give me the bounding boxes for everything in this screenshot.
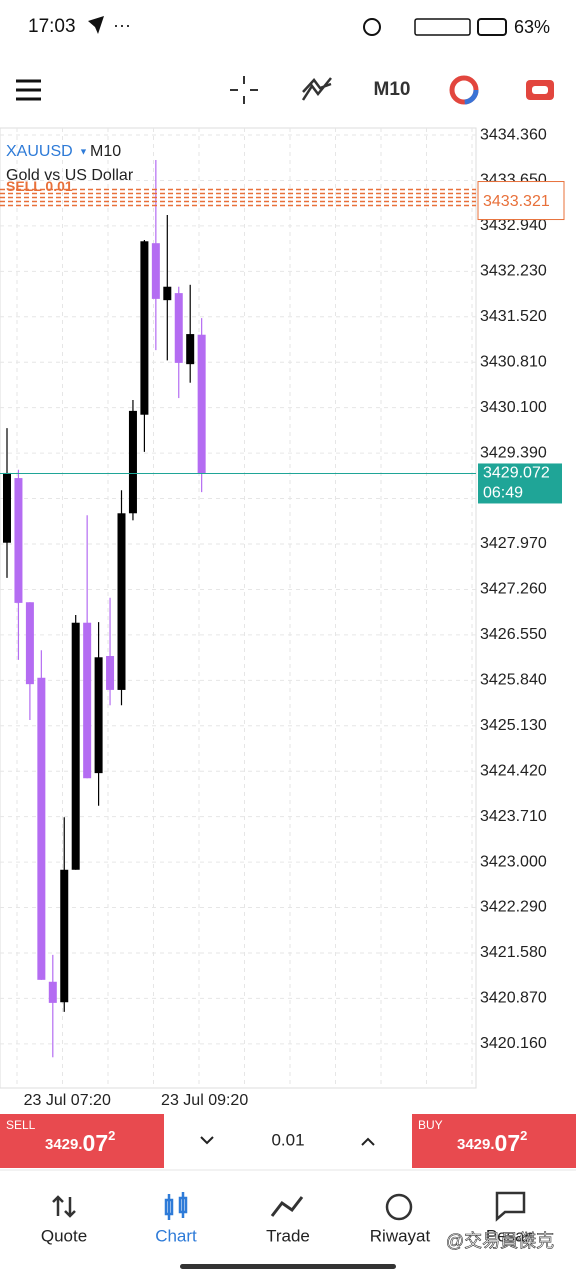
chart-icon [164, 1192, 188, 1220]
nav-label[interactable]: Trade [266, 1226, 310, 1245]
telegram-icon [88, 16, 104, 34]
y-tick-label: 3420.870 [480, 990, 547, 1007]
dnd-icon [363, 18, 381, 36]
lot-decrease[interactable] [200, 1136, 214, 1145]
nav-label[interactable]: Riwayat [370, 1226, 431, 1245]
more-icon: ··· [113, 15, 131, 35]
candle-body [106, 656, 115, 690]
y-tick-label: 3427.970 [480, 535, 547, 552]
lot-increase[interactable] [361, 1137, 375, 1146]
nav-label[interactable]: Chart [155, 1226, 197, 1245]
sell-button[interactable] [0, 1114, 164, 1168]
candle-body [197, 334, 206, 474]
chart-subtitle: Gold vs US Dollar [6, 167, 134, 184]
x-tick-label: 23 Jul 09:20 [161, 1092, 248, 1109]
buy-price-sup: 2 [520, 1128, 527, 1143]
battery-icon [477, 18, 507, 36]
candle-body [14, 478, 23, 603]
countdown: 06:49 [483, 485, 523, 502]
candle-body [3, 472, 11, 543]
quote-icon [52, 1195, 76, 1218]
history-icon [385, 1193, 413, 1221]
y-tick-label: 3427.260 [480, 581, 547, 598]
x-tick-label: 23 Jul 07:20 [24, 1092, 111, 1109]
candle-body [128, 410, 137, 514]
crosshair-button[interactable] [230, 76, 258, 104]
y-tick-label: 3425.840 [480, 672, 547, 689]
buy-price-big: 07 [495, 1130, 521, 1156]
candle-body [25, 602, 34, 685]
y-tick-label: 3431.520 [480, 308, 547, 325]
nav-label[interactable]: Pesan [486, 1226, 534, 1245]
candle-body [71, 622, 80, 870]
candle-body [48, 981, 57, 1003]
y-tick-label: 3424.420 [480, 762, 547, 779]
candle-body [163, 286, 172, 301]
plot-area [0, 127, 477, 1089]
y-tick-label: 3434.360 [480, 126, 547, 143]
indicator-button[interactable] [301, 77, 332, 101]
buy-button[interactable] [412, 1114, 576, 1168]
status-time: 17:03 [28, 16, 76, 37]
candle-body [94, 657, 103, 774]
y-tick-label: 3422.290 [480, 899, 547, 916]
candle-body [174, 293, 183, 363]
y-tick-label: 3429.390 [480, 444, 547, 461]
sell-price-sup: 2 [108, 1128, 115, 1143]
chart-timeframe: M10 [90, 143, 121, 160]
sell-order-price: 3433.321 [483, 193, 550, 210]
buy-price: 3429.072 [457, 1128, 527, 1156]
battery-level: 63% [514, 17, 550, 37]
sell-price-prefix: 3429. [45, 1136, 83, 1153]
y-tick-label: 3423.710 [480, 808, 547, 825]
trade-icon [270, 1196, 304, 1217]
candle-body [60, 869, 69, 1003]
y-tick-label: 3421.580 [480, 944, 547, 961]
symbol[interactable]: XAUUSD [6, 143, 73, 160]
current-price: 3429.072 [483, 465, 550, 482]
objects-button-accent [449, 75, 479, 105]
y-tick-label: 3420.160 [480, 1035, 547, 1052]
menu-button[interactable] [16, 79, 41, 101]
nav-label[interactable]: Quote [41, 1226, 87, 1245]
y-tick-label: 3425.130 [480, 717, 547, 734]
timeframe-button[interactable]: M10 [374, 79, 411, 100]
current-price-box [478, 463, 562, 504]
lot-size[interactable]: 0.01 [271, 1130, 304, 1149]
sell-price-big: 07 [83, 1130, 109, 1156]
y-tick-label: 3432.230 [480, 263, 547, 280]
signal-icon [414, 18, 471, 36]
candle-body [37, 677, 46, 980]
home-indicator [180, 1264, 396, 1269]
buy-label: BUY [418, 1118, 443, 1132]
candle-body [140, 241, 149, 415]
y-tick-label: 3432.940 [480, 217, 547, 234]
sell-order-label: SELL 0.01 [6, 178, 73, 194]
trade-button-inner [532, 86, 548, 94]
candle-body [186, 334, 195, 365]
nav-labels: Quote Chart Trade Riwayat Pesan [41, 1226, 534, 1245]
candle-body [83, 622, 92, 779]
sell-order-price-box [477, 181, 565, 221]
candle-body [151, 243, 160, 299]
y-tick-label: 3430.100 [480, 399, 547, 416]
symbol-dropdown: ▼ [79, 146, 88, 156]
sell-price: 3429.072 [45, 1128, 115, 1156]
sell-label: SELL [6, 1118, 36, 1132]
y-tick-label: 3430.810 [480, 353, 547, 370]
y-tick-label: 3423.000 [480, 853, 547, 870]
chart: 3434.3603433.6503432.9403432.2303431.520… [0, 126, 565, 1109]
watermark: @交易員傑克 [446, 1231, 554, 1251]
y-tick-label: 3426.550 [480, 626, 547, 643]
buy-price-prefix: 3429. [457, 1136, 495, 1153]
candle-body [117, 513, 126, 690]
messages-icon [495, 1191, 526, 1222]
